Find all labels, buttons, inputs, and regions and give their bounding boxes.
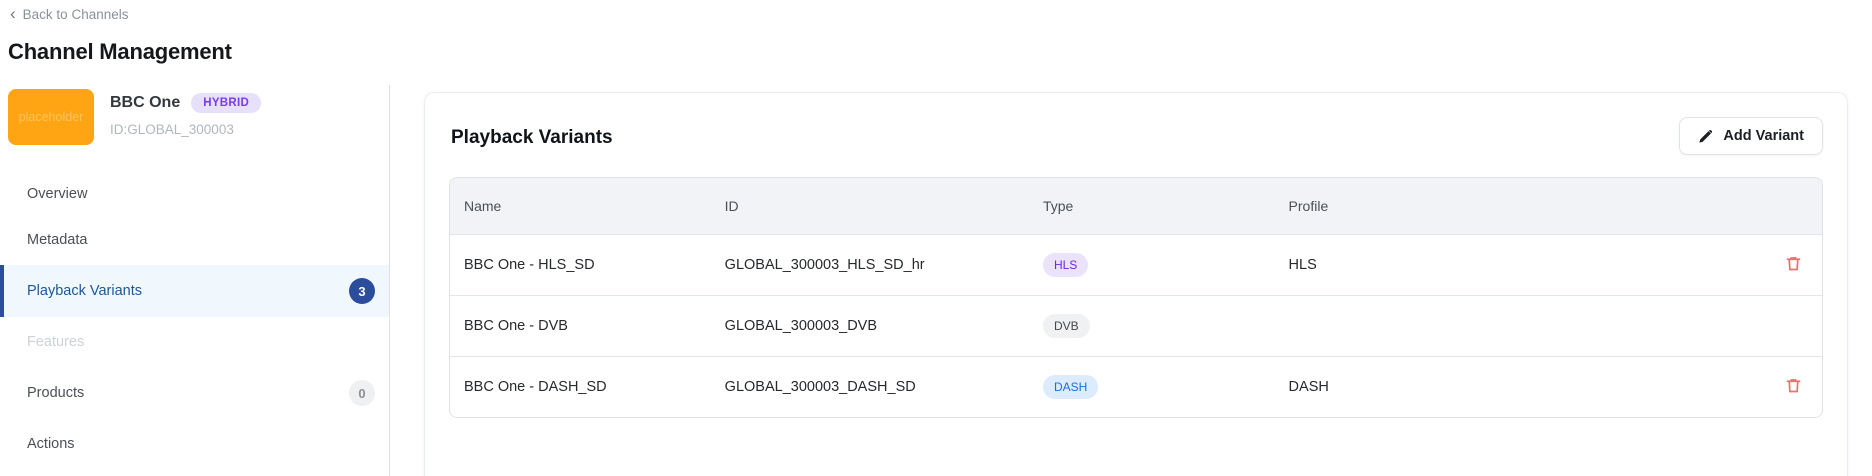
column-header-type: Type <box>1028 178 1275 235</box>
sidebar-item-metadata[interactable]: Metadata <box>0 219 389 261</box>
delete-variant-button[interactable] <box>1785 255 1802 272</box>
variant-id: GLOBAL_300003_DVB <box>710 295 1029 357</box>
sidebar-item-label: Actions <box>27 436 75 452</box>
chevron-left-icon: ‹ <box>10 4 16 23</box>
add-variant-button[interactable]: Add Variant <box>1679 117 1823 155</box>
top-bar: ‹ Back to Channels <box>0 0 1872 24</box>
pencil-icon <box>1699 129 1713 143</box>
column-header-id: ID <box>710 178 1029 235</box>
channel-name: BBC One <box>110 94 181 111</box>
channel-id: ID:GLOBAL_300003 <box>110 122 234 137</box>
table-row: BBC One - HLS_SD GLOBAL_300003_HLS_SD_hr… <box>450 234 1822 296</box>
sidebar-item-label: Playback Variants <box>27 283 142 299</box>
sidebar-item-playback-variants[interactable]: Playback Variants 3 <box>0 265 389 317</box>
page-title: Channel Management <box>8 39 232 64</box>
main-layout: placeholder BBC One HYBRID ID:GLOBAL_300… <box>0 85 1872 476</box>
variant-type-badge: DVB <box>1042 314 1090 338</box>
variant-name: BBC One - DASH_SD <box>450 356 711 417</box>
column-header-profile: Profile <box>1274 178 1758 235</box>
product-count-badge: 0 <box>349 380 375 406</box>
playback-variants-panel: Playback Variants Add Variant Name <box>424 92 1848 476</box>
channel-sidebar: placeholder BBC One HYBRID ID:GLOBAL_300… <box>0 85 390 476</box>
table-row: BBC One - DVB GLOBAL_300003_DVB DVB <box>450 295 1822 357</box>
variants-table: Name ID Type Profile BBC One - HLS_SD GL… <box>449 177 1823 418</box>
variant-id: GLOBAL_300003_HLS_SD_hr <box>710 234 1029 296</box>
variant-type-badge: HLS <box>1042 253 1089 277</box>
variant-type-badge: DASH <box>1042 375 1099 399</box>
sidebar-item-overview[interactable]: Overview <box>0 173 389 215</box>
variant-count-badge: 3 <box>349 278 375 304</box>
sidebar-item-actions[interactable]: Actions <box>0 423 389 465</box>
back-to-channels-link[interactable]: ‹ Back to Channels <box>10 4 129 23</box>
delete-variant-button[interactable] <box>1785 377 1802 394</box>
variant-profile: HLS <box>1274 234 1758 296</box>
table-header-row: Name ID Type Profile <box>450 178 1822 235</box>
variant-name: BBC One - HLS_SD <box>450 234 711 296</box>
column-header-name: Name <box>450 178 711 235</box>
variant-id: GLOBAL_300003_DASH_SD <box>710 356 1029 417</box>
sidebar-item-products[interactable]: Products 0 <box>0 367 389 419</box>
channel-meta: BBC One HYBRID ID:GLOBAL_300003 <box>110 89 262 145</box>
sidebar-item-label: Overview <box>27 186 88 202</box>
trash-icon <box>1786 378 1801 392</box>
sidebar-item-features: Features <box>0 321 389 363</box>
sidebar-item-label: Metadata <box>27 232 88 248</box>
variant-profile <box>1274 295 1758 357</box>
sidebar-item-label: Features <box>27 334 85 350</box>
sidebar-nav: Overview Metadata Playback Variants 3 Fe… <box>0 173 389 465</box>
panel-header: Playback Variants Add Variant <box>449 117 1823 155</box>
back-link-label: Back to Channels <box>22 7 129 22</box>
channel-logo: placeholder <box>8 89 94 145</box>
add-variant-label: Add Variant <box>1723 128 1804 144</box>
variant-name: BBC One - DVB <box>450 295 711 357</box>
trash-icon <box>1786 256 1801 270</box>
sidebar-item-label: Products <box>27 385 85 401</box>
channel-logo-text: placeholder <box>18 110 84 124</box>
channel-type-badge: HYBRID <box>191 93 262 113</box>
variant-profile: DASH <box>1274 356 1758 417</box>
table-row: BBC One - DASH_SD GLOBAL_300003_DASH_SD … <box>450 356 1822 417</box>
main-content: Playback Variants Add Variant Name <box>390 85 1872 476</box>
panel-title: Playback Variants <box>451 127 613 148</box>
channel-header: placeholder BBC One HYBRID ID:GLOBAL_300… <box>0 89 389 145</box>
column-header-actions <box>1758 178 1822 235</box>
